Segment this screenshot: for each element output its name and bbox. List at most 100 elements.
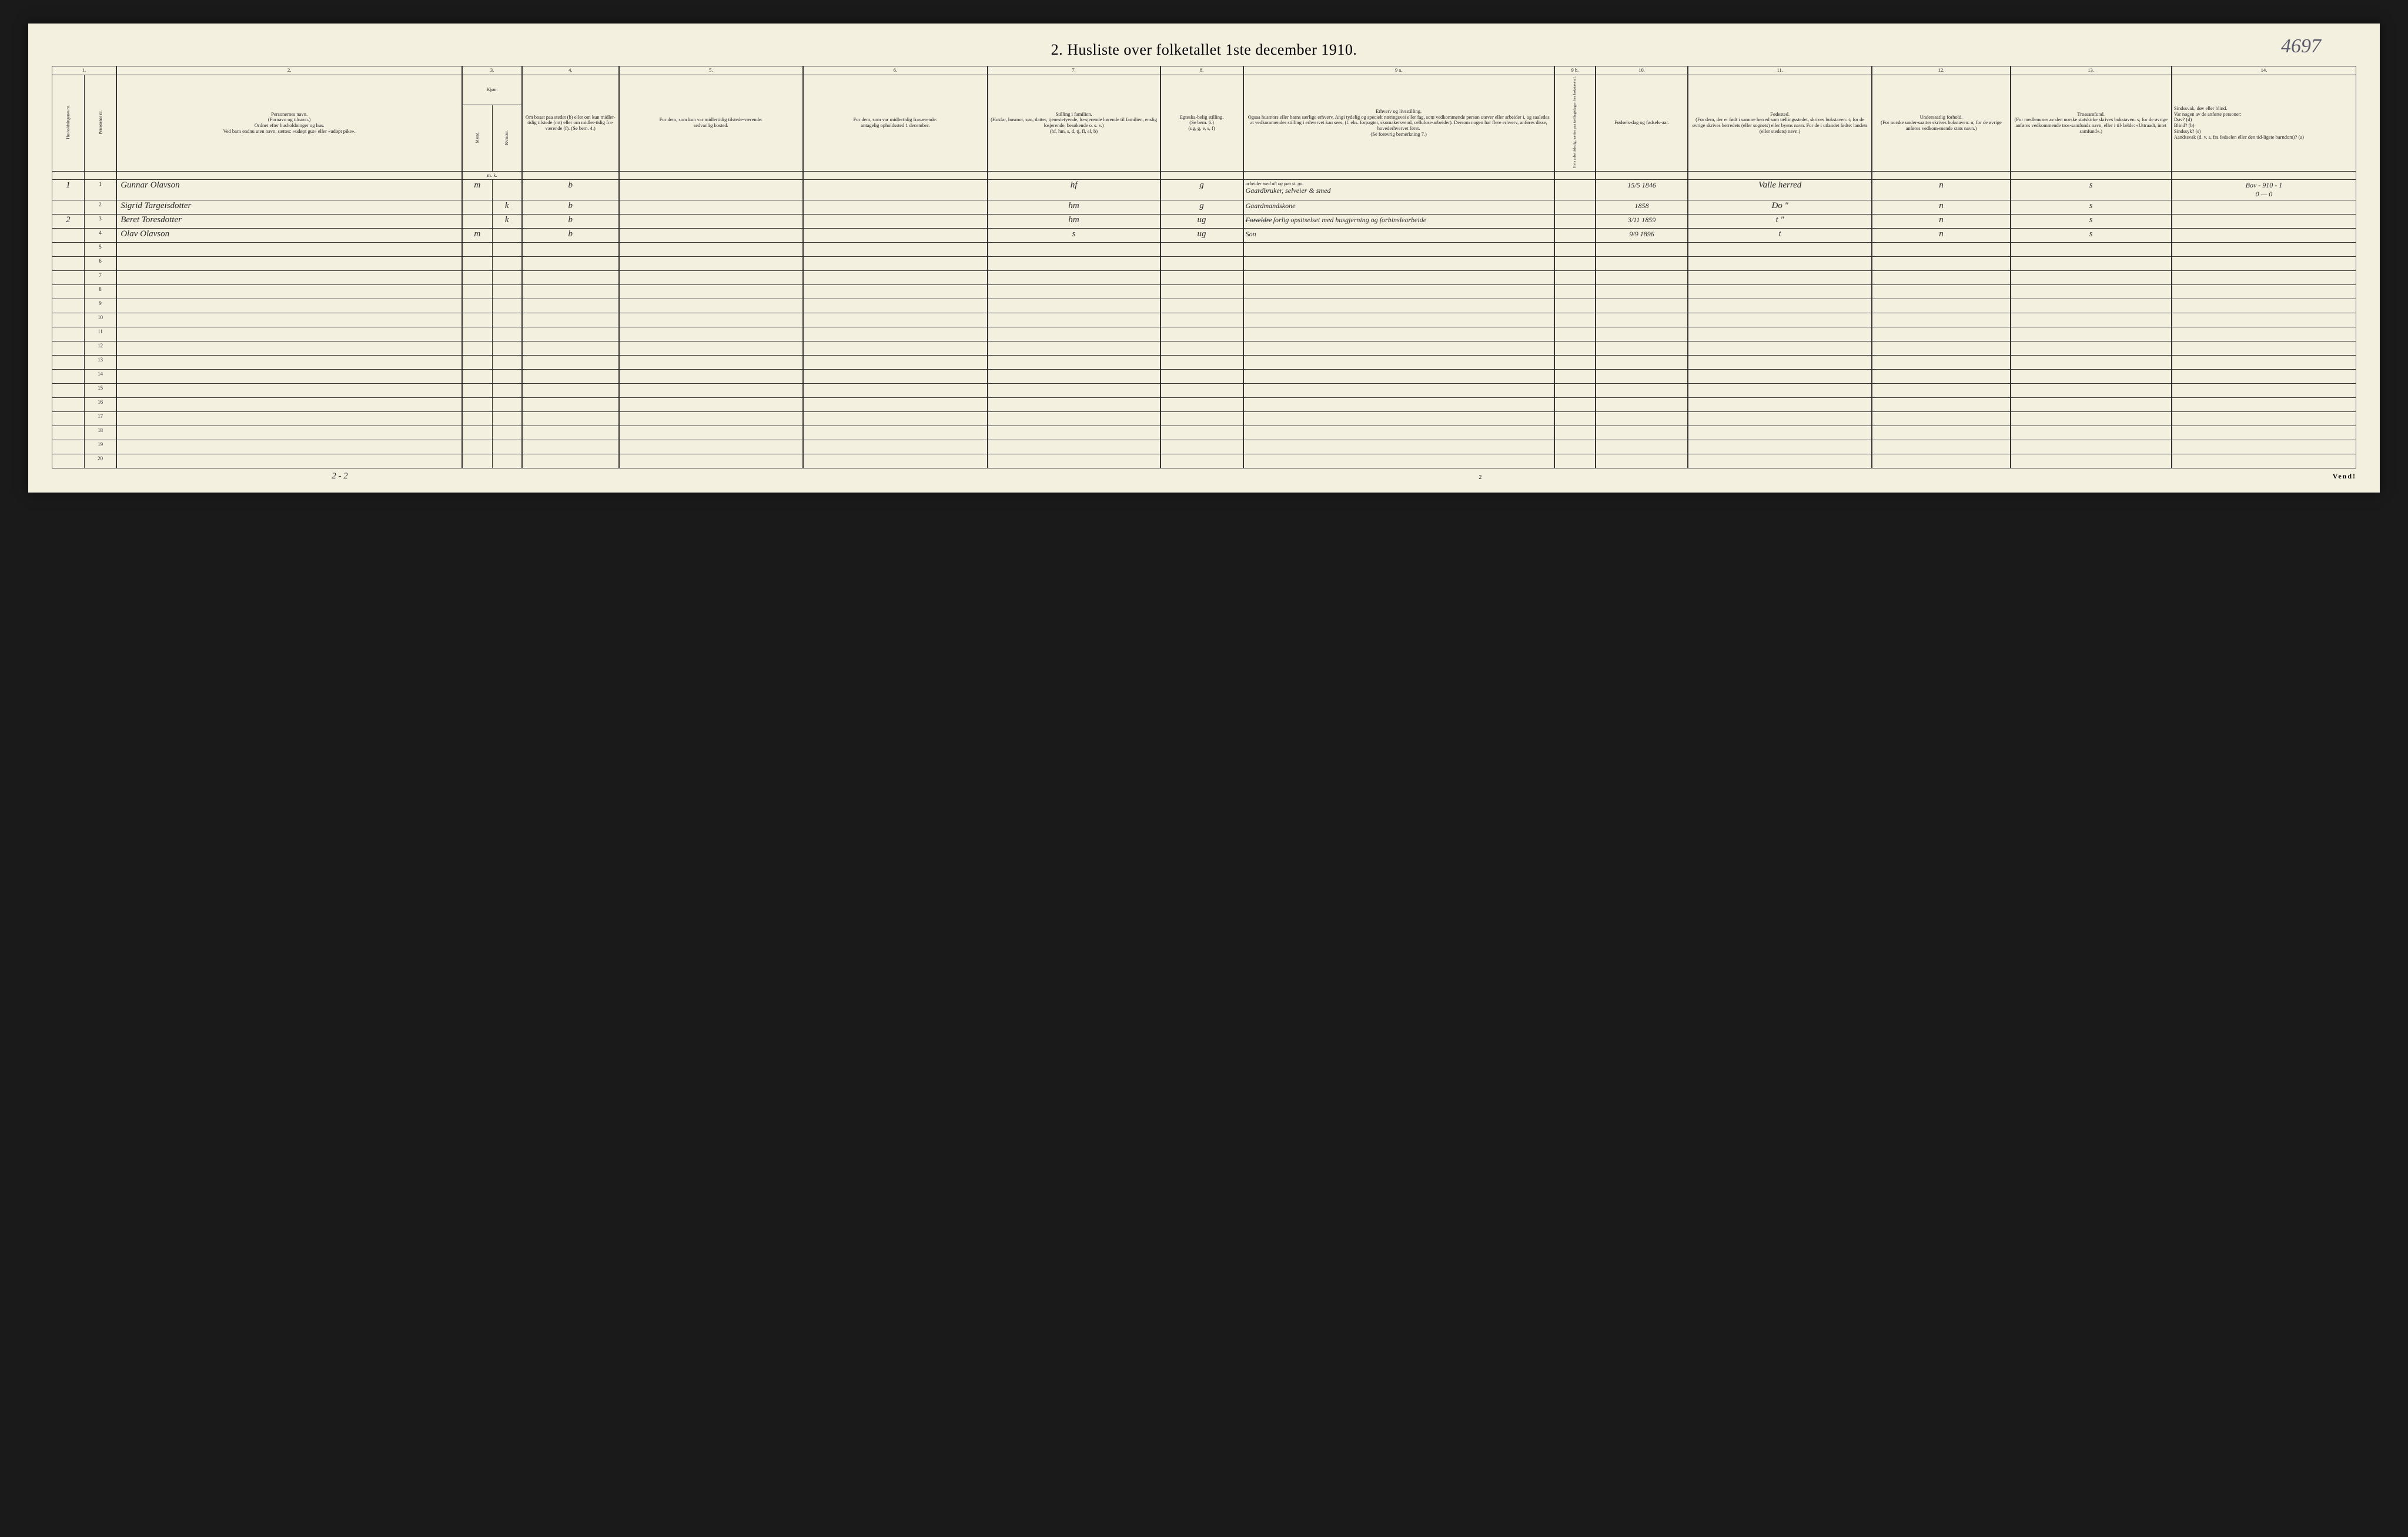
table-row-empty: 10 [52,313,2356,327]
column-number-row: 1. 2. 3. 4. 5. 6. 7. 8. 9 a. 9 b. 10. 11… [52,66,2356,75]
hdr-13: Trossamfund. (For medlemmer av den norsk… [2011,75,2172,171]
hdr-name: Personernes navn. (Fornavn og tilnavn.) … [116,75,462,171]
cell-person-nr: 6 [84,257,116,271]
cell-person-nr: 4 [84,229,116,243]
cell-12: n [1872,215,2010,229]
cell-5 [619,180,804,200]
cell-8: ug [1160,229,1243,243]
cell-5 [619,229,804,243]
table-body: 11Gunnar Olavsonmbhfgarbeider med alt og… [52,180,2356,468]
hdr-mk: m. k. [462,171,522,180]
colnum-9a: 9 a. [1243,66,1554,75]
cell-hh-nr [52,200,85,215]
cell-sex-k: k [492,200,522,215]
cell-name: Sigrid Targeisdotter [116,200,462,215]
cell-sex-k [492,229,522,243]
colnum-14: 14. [2172,66,2356,75]
cell-person-nr: 20 [84,454,116,468]
cell-9a: arbeider med alt og paa st. go.Gaardbruk… [1243,180,1554,200]
cell-7: hm [988,215,1160,229]
cell-sex-m: m [462,229,492,243]
cell-10: 15/5 1846 [1596,180,1688,200]
table-row-empty: 12 [52,341,2356,356]
cell-4: b [522,215,619,229]
colnum-2: 2. [116,66,462,75]
table-row-empty: 5 [52,243,2356,257]
hdr-person-nr: Personenes nr. [84,75,116,171]
cell-person-nr: 17 [84,412,116,426]
cell-hh-nr [52,229,85,243]
cell-7: s [988,229,1160,243]
cell-9a: Son [1243,229,1554,243]
cell-person-nr: 16 [84,398,116,412]
hdr-5: For dem, som kun var midlertidig tilsted… [619,75,804,171]
colnum-9b: 9 b. [1554,66,1596,75]
table-row: 4Olav OlavsonmbsugSon9/9 1896tns [52,229,2356,243]
cell-10: 1858 [1596,200,1688,215]
hdr-9b: Hvis arbeidsledig, sættes paa tællingsda… [1554,75,1596,171]
cell-person-nr: 14 [84,370,116,384]
hdr-6: For dem, som var midlertidig fraværende:… [803,75,988,171]
cell-person-nr: 2 [84,200,116,215]
hdr-14: Sindssvak, døv eller blind. Var nogen av… [2172,75,2356,171]
cell-14 [2172,215,2356,229]
table-row-empty: 13 [52,356,2356,370]
cell-person-nr: 9 [84,299,116,313]
table-row-empty: 18 [52,426,2356,440]
cell-name: Olav Olavson [116,229,462,243]
cell-14: Bov - 910 - 1 0 — 0 [2172,180,2356,200]
cell-name: Beret Toresdotter [116,215,462,229]
cell-12: n [1872,180,2010,200]
cell-10: 3/11 1859 [1596,215,1688,229]
cell-person-nr: 5 [84,243,116,257]
hdr-sex-k: Kvinder. [492,105,522,171]
table-head: 1. 2. 3. 4. 5. 6. 7. 8. 9 a. 9 b. 10. 11… [52,66,2356,180]
colnum-7: 7. [988,66,1160,75]
cell-4: b [522,180,619,200]
cell-9b [1554,229,1596,243]
cell-14 [2172,200,2356,215]
cell-6 [803,229,988,243]
cell-hh-nr: 1 [52,180,85,200]
hdr-10: Fødsels-dag og fødsels-aar. [1596,75,1688,171]
census-table: 1. 2. 3. 4. 5. 6. 7. 8. 9 a. 9 b. 10. 11… [52,66,2356,468]
title-row: 2. Husliste over folketallet 1ste decemb… [52,41,2356,59]
header-row: Husholdningenes nr. Personenes nr. Perso… [52,75,2356,105]
cell-9b [1554,215,1596,229]
page-title: 2. Husliste over folketallet 1ste decemb… [1051,41,1357,59]
colnum-10: 10. [1596,66,1688,75]
cell-person-nr: 7 [84,271,116,285]
cell-person-nr: 19 [84,440,116,454]
cell-8: g [1160,180,1243,200]
cell-10: 9/9 1896 [1596,229,1688,243]
footer-left-note: 2 - 2 [52,472,628,481]
hdr-12: Undersaatlig forhold. (For norske under-… [1872,75,2010,171]
cell-sex-m: m [462,180,492,200]
table-row: 2Sigrid TargeisdotterkbhmgGaardmandskone… [52,200,2356,215]
colnum-1: 1. [52,66,117,75]
cell-hh-nr: 2 [52,215,85,229]
cell-12: n [1872,200,2010,215]
cell-person-nr: 13 [84,356,116,370]
cell-9a: Gaardmandskone [1243,200,1554,215]
footer: 2 - 2 2 Vend! [52,472,2356,481]
cell-7: hf [988,180,1160,200]
cell-8: g [1160,200,1243,215]
footer-page-num: 2 [628,474,2333,481]
colnum-5: 5. [619,66,804,75]
cell-11: Valle herred [1688,180,1872,200]
cell-9a: Forældre forlig opsitselset med husgjern… [1243,215,1554,229]
cell-6 [803,215,988,229]
footer-vend: Vend! [2333,472,2356,481]
cell-person-nr: 1 [84,180,116,200]
cell-sex-m [462,200,492,215]
colnum-3: 3. [462,66,522,75]
cell-13: s [2011,180,2172,200]
cell-person-nr: 15 [84,384,116,398]
cell-6 [803,180,988,200]
hdr-4: Om bosat paa stedet (b) eller om kun mid… [522,75,619,171]
table-row-empty: 20 [52,454,2356,468]
cell-sex-k [492,180,522,200]
colnum-12: 12. [1872,66,2010,75]
cell-11: t [1688,229,1872,243]
